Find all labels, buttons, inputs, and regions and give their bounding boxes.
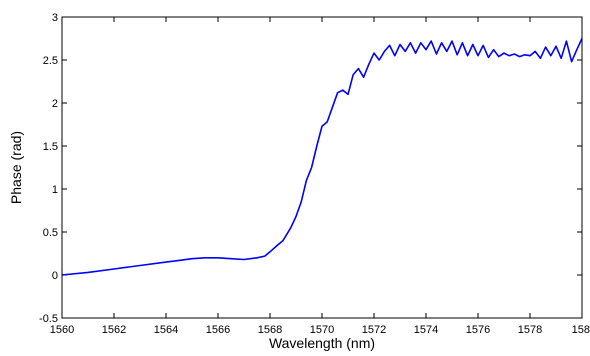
phase-series-line [61,38,583,276]
x-tick-label: 1562 [102,324,126,336]
x-tick-label: 1568 [258,324,282,336]
y-tick-label: 2.5 [43,55,58,67]
y-tick-label: 1.5 [43,141,58,153]
x-tick-label: 1578 [518,324,542,336]
plot-frame [61,16,583,319]
y-tick-label: 0 [52,270,58,282]
x-tick-label: 1566 [206,324,230,336]
y-tick-label: 0.5 [43,227,58,239]
plot-background [62,17,582,318]
y-tick-label: 2 [52,98,58,110]
x-tick-label: 158 [572,324,590,336]
tick-labels-layer: 1560 1562 1564 1566 1568 1570 1572 1574 1576 1578… [39,12,590,336]
x-tick-label: 1574 [414,324,438,336]
y-tick-label: 1 [52,184,58,196]
x-tick-label: 1572 [362,324,386,336]
y-axis-label: Phase (rad) [8,131,24,204]
x-axis-label: Wavelength (nm) [269,335,375,351]
y-tick-label: -0.5 [39,313,58,325]
x-tick-label: 1564 [154,324,178,336]
x-tick-label: 1576 [466,324,490,336]
x-tick-label: 1560 [50,324,74,336]
x-tick-label: 1570 [310,324,334,336]
y-tick-label: 3 [52,12,58,24]
